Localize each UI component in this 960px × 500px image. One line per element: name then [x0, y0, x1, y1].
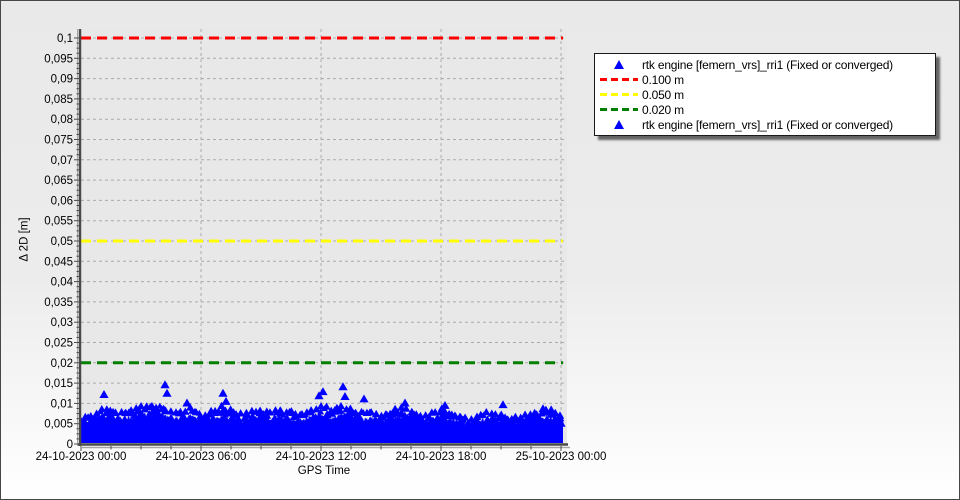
y-tick-label: 0,09 [51, 74, 73, 86]
y-tick-label: 0,07 [51, 155, 73, 167]
y-tick-label: 0,005 [44, 419, 73, 431]
y-tick-label: 0,075 [44, 135, 73, 147]
y-tick-label: 0,05 [51, 236, 73, 248]
x-axis-title: GPS Time [297, 465, 351, 477]
y-tick-label: 0,045 [44, 256, 73, 268]
y-tick-label: 0,01 [51, 398, 73, 410]
legend-item-label: 0.050 m [642, 87, 684, 102]
legend-item-label: 0.100 m [642, 72, 684, 87]
legend-item-threshold-100mm: 0.100 m [595, 72, 935, 87]
y-tick-label: 0,065 [44, 175, 73, 187]
x-tick-label: 25-10-2023 00:00 [516, 451, 607, 463]
x-tick-label: 24-10-2023 00:00 [36, 451, 127, 463]
legend-item-series: rtk engine [femern_vrs]_rri1 (Fixed or c… [595, 57, 935, 72]
x-tick-label: 24-10-2023 18:00 [396, 451, 487, 463]
y-tick-label: 0,02 [51, 358, 73, 370]
legend-item-label: rtk engine [femern_vrs]_rri1 (Fixed or c… [642, 117, 893, 132]
y-tick-label: 0,015 [44, 378, 73, 390]
y-tick-label: 0,035 [44, 297, 73, 309]
scatter-series [81, 380, 566, 443]
red-dash-line-icon [599, 78, 639, 81]
y-tick-label: 0,085 [44, 94, 73, 106]
x-tick-label: 24-10-2023 06:00 [156, 451, 247, 463]
x-tick-label: 24-10-2023 12:00 [276, 451, 367, 463]
triangle-marker-icon [599, 120, 639, 129]
legend-item-series-2: rtk engine [femern_vrs]_rri1 (Fixed or c… [595, 117, 935, 132]
y-tick-label: 0 [67, 439, 73, 451]
y-tick-label: 0,08 [51, 114, 73, 126]
y-tick-label: 0,06 [51, 195, 73, 207]
green-dash-line-icon [599, 108, 639, 111]
plot-background [81, 29, 567, 444]
y-axis-title: Δ 2D [m] [18, 217, 31, 262]
y-tick-label: 0,1 [57, 33, 73, 45]
y-tick-label: 0,055 [44, 216, 73, 228]
yellow-dash-line-icon [599, 93, 639, 96]
legend-item-threshold-50mm: 0.050 m [595, 87, 935, 102]
legend-item-threshold-20mm: 0.020 m [595, 102, 935, 117]
y-tick-label: 0,03 [51, 317, 73, 329]
y-tick-label: 0,025 [44, 338, 73, 350]
legend-item-label: 0.020 m [642, 102, 684, 117]
legend-item-label: rtk engine [femern_vrs]_rri1 (Fixed or c… [642, 57, 893, 72]
y-tick-label: 0,095 [44, 53, 73, 65]
legend: rtk engine [femern_vrs]_rri1 (Fixed or c… [594, 53, 936, 136]
y-tick-label: 0,04 [51, 277, 74, 289]
triangle-marker-icon [599, 60, 639, 69]
